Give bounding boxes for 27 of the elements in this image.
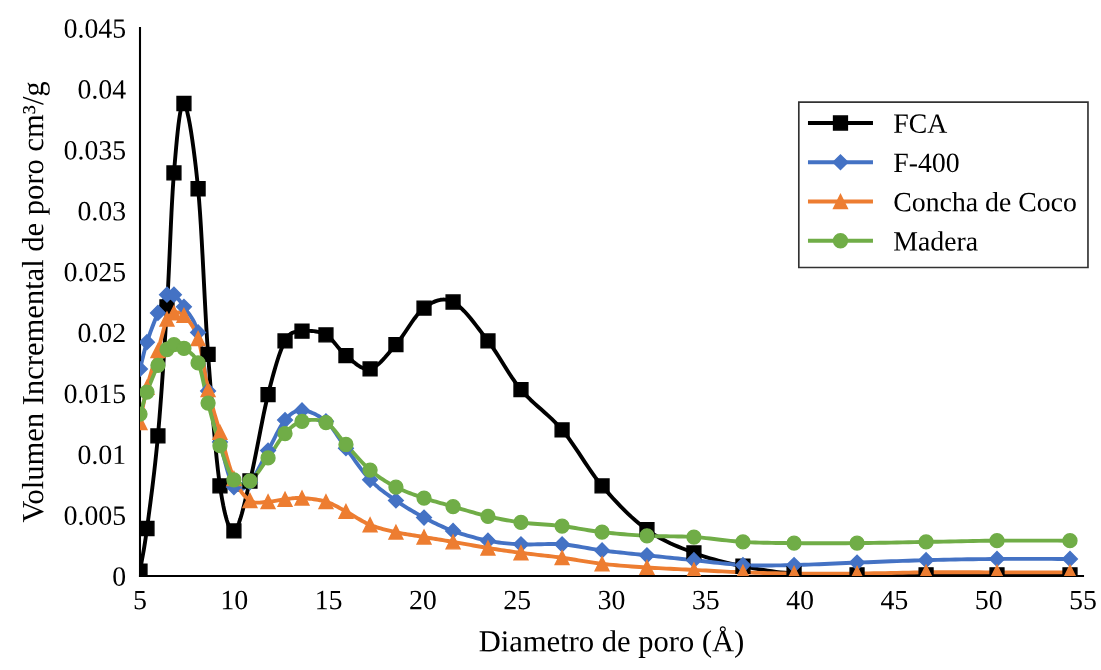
y-tick-label: 0 [113,567,126,586]
legend-label: Madera [894,231,978,251]
x-tick-label: 35 [693,590,719,610]
y-tick-label: 0.01 [78,445,125,465]
legend-label: Concha de Coco [894,191,1076,212]
x-tick-label: 40 [786,590,813,610]
x-axis-title: Diametro de poro (Å) [479,626,743,658]
y-tick-label: 0.02 [78,323,125,343]
x-tick-label: 5 [134,590,146,610]
x-tick-label: 15 [317,590,342,610]
y-tick-label: 0.025 [64,262,126,282]
legend-label: F-400 [894,153,959,173]
x-tick-label: 55 [1070,590,1096,610]
x-tick-label: 30 [598,590,625,610]
y-tick-label: 0.005 [64,506,126,526]
x-tick-label: 20 [410,590,436,610]
x-tick-label: 25 [504,590,530,610]
y-axis-title: Volumen Incremental de poro cm³/g [21,81,50,523]
legend-label: FCA [894,114,948,133]
y-tick-label: 0.04 [78,80,126,99]
x-tick-label: 10 [222,590,248,610]
y-tick-label: 0.03 [78,201,126,221]
y-tick-label: 0.035 [64,140,126,160]
y-tick-label: 0.015 [64,384,126,404]
x-tick-label: 45 [881,590,908,610]
y-tick-label: 0.045 [64,19,126,39]
x-tick-label: 50 [976,590,1002,610]
